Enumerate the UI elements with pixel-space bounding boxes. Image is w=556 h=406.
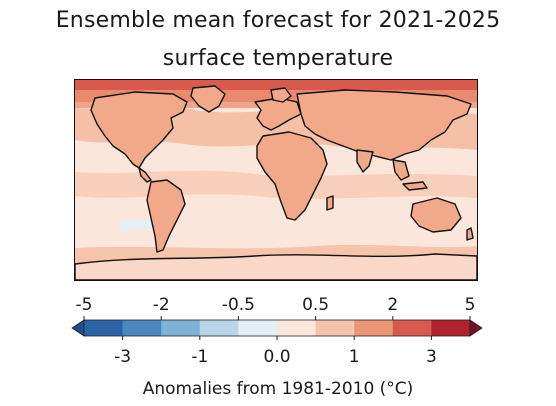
chart-title-line1: Ensemble mean forecast for 2021-2025	[55, 8, 501, 33]
landmass-asia	[296, 89, 472, 161]
colorbar-bottom-tick-label: -3	[114, 347, 132, 367]
colorbar-bottom-tick-label: 0.0	[263, 347, 291, 367]
colorbar-bin	[392, 320, 432, 336]
landmass-se-asia	[392, 159, 410, 181]
colorbar-svg	[71, 316, 483, 340]
colorbar-bottom-tick-label: 1	[348, 347, 360, 367]
landmass-antarctica	[75, 253, 477, 280]
landmass-europe	[254, 97, 302, 131]
landmass-australia	[410, 197, 462, 233]
cool-pacific-patch	[121, 220, 161, 230]
landmass-central-america	[138, 167, 152, 183]
landmass-greenland	[190, 85, 226, 113]
landmass-madagascar	[326, 195, 334, 211]
landmass-north-america	[90, 91, 188, 169]
landmass-south-america	[146, 179, 186, 253]
colorbar-under-triangle	[71, 319, 85, 337]
colorbar-bin	[161, 320, 201, 336]
colorbar-bin	[122, 320, 162, 336]
world-map-svg	[75, 80, 477, 280]
colorbar-bin	[315, 320, 355, 336]
world-map	[74, 79, 478, 281]
landmass-africa	[256, 131, 328, 221]
colorbar-top-tick-label: -2	[152, 295, 170, 315]
colorbar-bin	[84, 320, 123, 336]
colorbar-bin	[431, 320, 471, 336]
colorbar: -5 -2 -0.5 0.5 2 5 -3 -1 0.0 1 3	[70, 290, 484, 380]
colorbar-bottom-tick-label: -1	[191, 347, 209, 367]
colorbar-bottom-tick-label: 3	[425, 347, 437, 367]
colorbar-bin	[238, 320, 278, 336]
landmass-new-zealand	[466, 227, 474, 241]
colorbar-label: Anomalies from 1981-2010 (°C)	[142, 379, 414, 399]
colorbar-bin	[277, 320, 316, 336]
colorbar-bin	[199, 320, 239, 336]
colorbar-top-tick-label: 5	[464, 295, 476, 315]
chart-title-line2: surface temperature	[162, 46, 394, 71]
coastlines	[75, 85, 477, 280]
colorbar-bin	[354, 320, 394, 336]
landmass-indonesia	[402, 181, 428, 191]
colorbar-top-tick-label: 0.5	[302, 295, 330, 315]
colorbar-top-tick-label: 2	[387, 295, 399, 315]
landmass-scandinavia	[270, 87, 292, 103]
colorbar-over-triangle	[469, 319, 483, 337]
colorbar-top-tick-label: -5	[75, 295, 93, 315]
colorbar-top-tick-label: -0.5	[221, 295, 255, 315]
landmass-india	[356, 149, 374, 173]
